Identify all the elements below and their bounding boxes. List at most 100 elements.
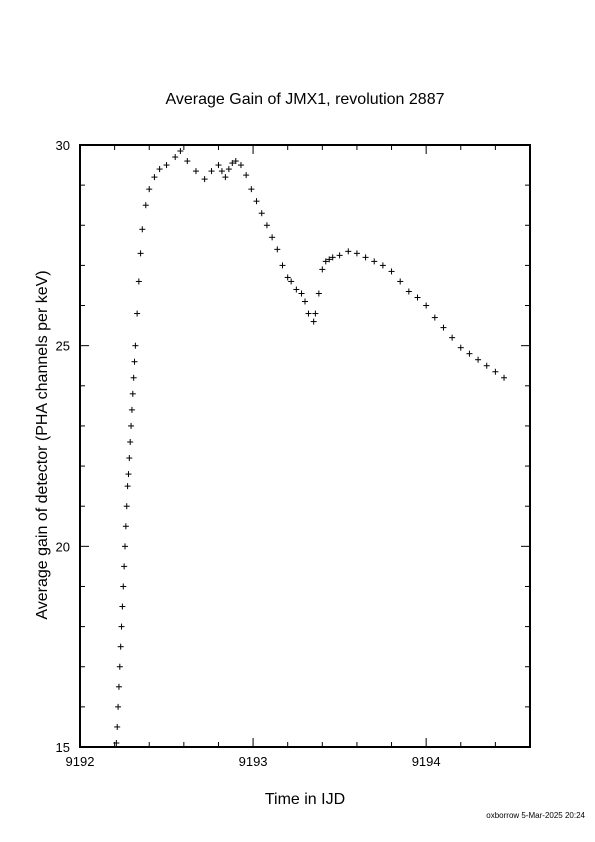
data-point [237, 162, 244, 169]
data-point [315, 290, 322, 297]
y-tick-label: 15 [56, 740, 70, 755]
data-point [232, 158, 239, 165]
data-point [288, 278, 295, 285]
footer-stamp: oxborrow 5-Mar-2025 20:24 [486, 811, 585, 820]
y-axis-label-group: Average gain of detector (PHA channels p… [34, 270, 51, 619]
data-point [279, 262, 286, 269]
x-axis-label: Time in IJD [265, 791, 345, 808]
data-point [201, 176, 208, 183]
data-point [114, 723, 121, 730]
data-point [243, 172, 250, 179]
data-point [269, 234, 276, 241]
data-point [336, 252, 343, 259]
data-point [135, 278, 142, 285]
data-point [130, 374, 137, 381]
data-point [298, 290, 305, 297]
data-point [119, 603, 126, 610]
data-point [362, 254, 369, 261]
data-point [466, 350, 473, 357]
data-point [177, 148, 184, 155]
y-axis-label: Average gain of detector (PHA channels p… [34, 270, 51, 619]
data-point [329, 254, 336, 261]
data-point [248, 186, 255, 193]
data-point [222, 174, 229, 181]
data-point [274, 246, 281, 253]
data-point [127, 438, 134, 445]
data-point [116, 663, 123, 670]
data-point [284, 274, 291, 281]
data-point [129, 390, 136, 397]
data-point [431, 314, 438, 321]
data-point [115, 683, 122, 690]
x-tick-label: 9193 [239, 754, 268, 769]
data-point [423, 302, 430, 309]
data-point [253, 198, 260, 205]
data-point [326, 256, 333, 263]
data-point [322, 258, 329, 265]
data-point [397, 278, 404, 285]
data-point [115, 703, 122, 710]
data-point [501, 374, 508, 381]
data-point [215, 162, 222, 169]
data-point [312, 310, 319, 317]
data-point [388, 268, 395, 275]
data-point [120, 583, 127, 590]
data-point [118, 623, 125, 630]
data-point [125, 471, 132, 478]
data-point [225, 166, 232, 173]
data-point [475, 356, 482, 363]
data-point [263, 222, 270, 229]
data-point [137, 250, 144, 257]
data-point [319, 266, 326, 273]
data-point [134, 310, 141, 317]
data-point [492, 368, 499, 375]
data-point [345, 248, 352, 255]
x-tick-label: 9194 [412, 754, 441, 769]
data-points [113, 148, 508, 746]
data-point [457, 344, 464, 351]
data-point [126, 455, 133, 462]
data-point [131, 358, 138, 365]
data-point [218, 168, 225, 175]
data-point [122, 523, 129, 530]
data-point [156, 166, 163, 173]
data-point [142, 202, 149, 209]
data-point [414, 294, 421, 301]
data-point [310, 318, 317, 325]
data-point [139, 226, 146, 233]
x-tick-label: 9192 [66, 754, 95, 769]
data-point [117, 643, 124, 650]
data-point [113, 739, 120, 746]
data-point [151, 174, 158, 181]
data-point [123, 503, 130, 510]
plot-frame [79, 144, 531, 748]
axis-tick-labels: 9192 9193 9194 15 20 25 30 [56, 138, 441, 769]
data-point [379, 262, 386, 269]
data-point [293, 286, 300, 293]
data-point [163, 162, 170, 169]
data-point [208, 168, 215, 175]
data-point [449, 334, 456, 341]
data-point [371, 258, 378, 265]
chart-title: Average Gain of JMX1, revolution 2887 [166, 91, 445, 108]
y-tick-label: 20 [56, 539, 70, 554]
data-point [440, 324, 447, 331]
data-point [124, 483, 131, 490]
data-point [146, 186, 153, 193]
y-tick-label: 25 [56, 339, 70, 354]
data-point [184, 158, 191, 165]
data-point [121, 563, 128, 570]
data-point [128, 406, 135, 413]
data-point [405, 288, 412, 295]
data-point [353, 250, 360, 257]
data-point [132, 342, 139, 349]
data-point [258, 210, 265, 217]
data-point [229, 160, 236, 167]
data-point [483, 362, 490, 369]
axis-ticks [79, 144, 530, 748]
data-point [305, 310, 312, 317]
data-point [192, 168, 199, 175]
data-point [302, 298, 308, 305]
data-point [122, 543, 128, 550]
